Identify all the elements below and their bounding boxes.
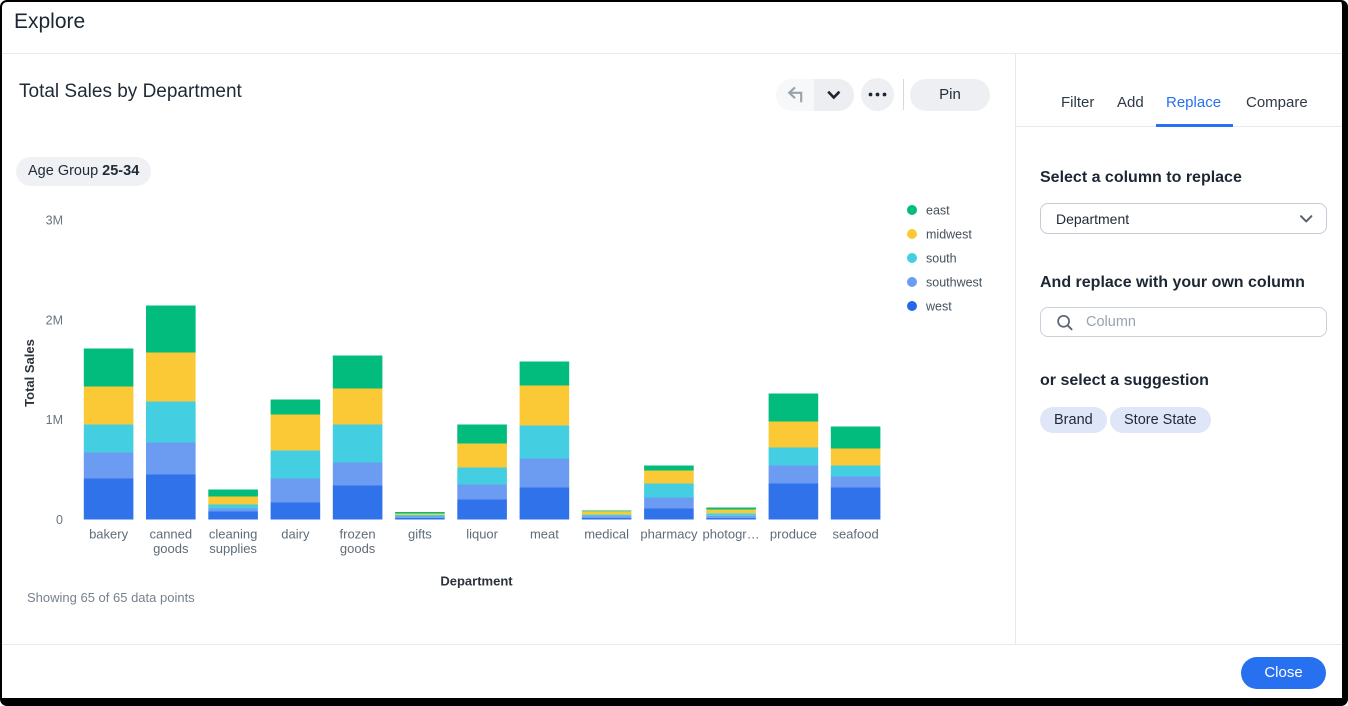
svg-text:cleaning: cleaning	[209, 527, 257, 542]
svg-text:1M: 1M	[46, 413, 63, 427]
svg-text:meat: meat	[530, 527, 559, 542]
svg-text:frozen: frozen	[340, 527, 376, 542]
svg-text:midwest: midwest	[926, 228, 972, 242]
svg-text:2M: 2M	[46, 313, 63, 327]
svg-text:southwest: southwest	[926, 276, 983, 290]
svg-text:photogr…: photogr…	[703, 527, 760, 542]
svg-text:pharmacy: pharmacy	[640, 527, 698, 542]
svg-text:east: east	[926, 204, 950, 218]
svg-text:canned: canned	[149, 527, 192, 542]
svg-text:west: west	[925, 300, 952, 314]
svg-text:Total Sales: Total Sales	[22, 339, 37, 407]
svg-text:liquor: liquor	[466, 527, 498, 542]
svg-text:south: south	[926, 252, 957, 266]
svg-text:goods: goods	[153, 541, 189, 556]
svg-text:goods: goods	[340, 541, 376, 556]
svg-text:gifts: gifts	[408, 527, 432, 542]
svg-text:medical: medical	[584, 527, 629, 542]
svg-text:supplies: supplies	[209, 541, 257, 556]
svg-text:seafood: seafood	[832, 527, 878, 542]
svg-text:3M: 3M	[46, 214, 63, 228]
svg-text:dairy: dairy	[281, 527, 310, 542]
svg-text:0: 0	[56, 513, 63, 527]
svg-text:bakery: bakery	[89, 527, 129, 542]
svg-text:Department: Department	[440, 574, 513, 589]
svg-text:produce: produce	[770, 527, 817, 542]
